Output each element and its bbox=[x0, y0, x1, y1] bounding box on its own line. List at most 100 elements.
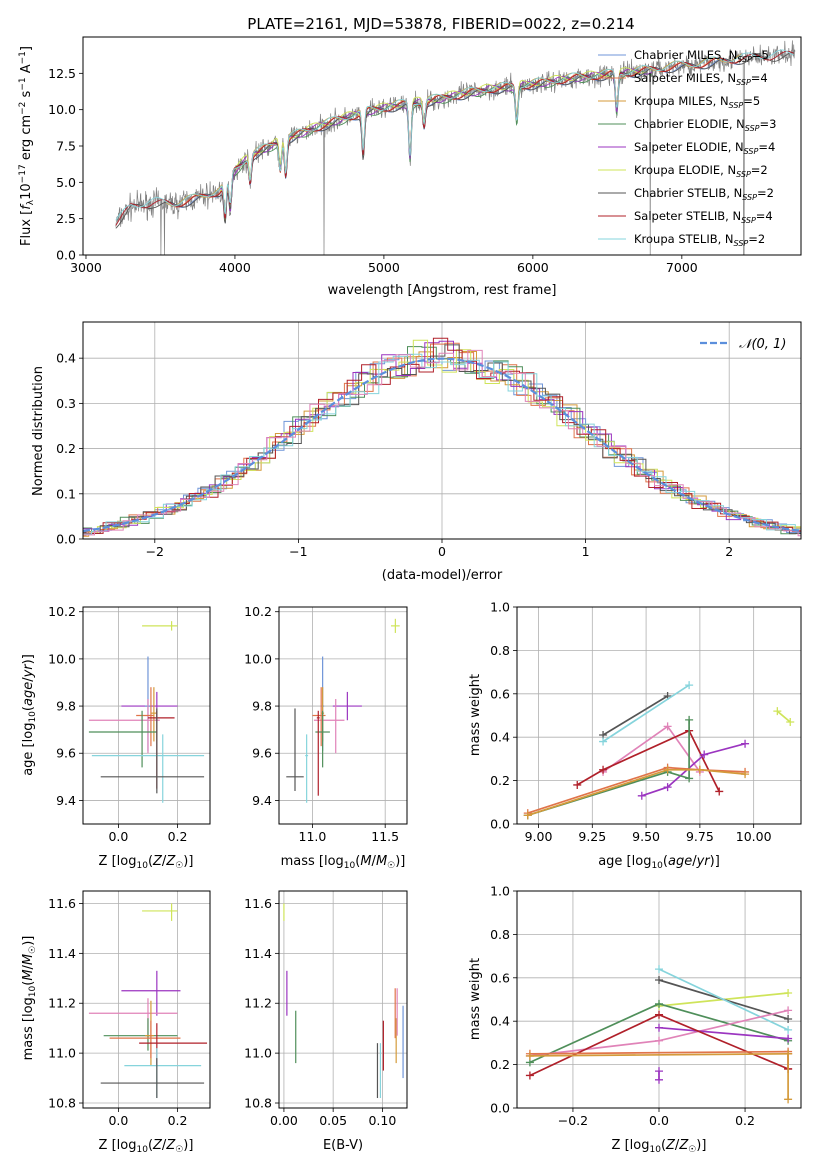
spectrum-xtick-label: 5000 bbox=[368, 260, 400, 275]
spectrum-legend-label: Kroupa MILES, NSSP=5 bbox=[634, 94, 760, 110]
age-vs-z-plot-area bbox=[83, 607, 210, 824]
age-vs-z-ylabel: age [log10(age/yr)] bbox=[21, 654, 38, 776]
spectrum-ytick-label: 0.0 bbox=[56, 248, 76, 263]
weight_vs_age-marker bbox=[599, 737, 608, 746]
age_vs_mass-xtick-label: 11.5 bbox=[371, 829, 399, 844]
spectrum-model-line bbox=[219, 66, 653, 222]
spectrum-ytick-label: 7.5 bbox=[56, 139, 76, 154]
residuals-xtick-label: −1 bbox=[289, 544, 307, 559]
residuals-ytick-label: 0.3 bbox=[56, 396, 76, 411]
residuals-plot-area bbox=[83, 322, 801, 540]
weight_vs_Z-series-line bbox=[529, 1050, 789, 1055]
weight_vs_Z-ytick-label: 0.6 bbox=[490, 970, 510, 985]
weight_vs_age-xtick-label: 9.50 bbox=[632, 829, 660, 844]
weight_vs_Z-marker bbox=[784, 988, 793, 997]
weight-vs-age-xlabel: age [log10(age/yr)] bbox=[598, 854, 720, 871]
mass_vs_Z-ytick-label: 11.0 bbox=[48, 1046, 76, 1061]
age_vs_mass-ytick-label: 9.4 bbox=[252, 793, 272, 808]
age_vs_Z-ytick-label: 10.0 bbox=[48, 651, 76, 666]
age_vs_Z-ytick-label: 9.8 bbox=[56, 699, 76, 714]
mass-vs-ebv-frame bbox=[278, 890, 408, 1109]
weight_vs_Z-marker bbox=[655, 975, 663, 984]
age-vs-z-xlabel: Z [log10(Z/Z☉)] bbox=[99, 854, 194, 871]
weight_vs_Z-marker bbox=[655, 999, 663, 1008]
residuals-legend: 𝒩(0, 1) bbox=[700, 337, 786, 352]
spectrum-legend-label: Chabrier ELODIE, NSSP=3 bbox=[634, 117, 776, 133]
mass_vs_ebv-xtick-label: 0.10 bbox=[368, 1113, 396, 1128]
mass_vs_ebv-ytick-label: 11.0 bbox=[244, 1046, 272, 1061]
spectrum-xlabel: wavelength [Angstrom, rest frame] bbox=[328, 283, 557, 298]
weight_vs_Z-ytick-label: 0.0 bbox=[490, 1101, 510, 1116]
spectrum-panel: 3000 4000 5000 6000 7000 0.0 2.5 5.0 7.5 10.0 12.5… bbox=[18, 36, 802, 298]
age_vs_Z-ytick-label: 9.4 bbox=[56, 793, 76, 808]
weight_vs_age-series-line bbox=[776, 710, 791, 723]
weight_vs_age-marker bbox=[663, 765, 672, 774]
spectrum-xtick-label: 3000 bbox=[70, 260, 102, 275]
residuals-xtick-label: 2 bbox=[725, 544, 733, 559]
age_vs_Z-errorbars bbox=[88, 621, 205, 803]
age_vs_mass-ytick-label: 10.0 bbox=[244, 651, 272, 666]
weight_vs_Z-marker bbox=[784, 1034, 793, 1043]
residual-histogram bbox=[83, 339, 801, 538]
spectrum-xtick-label: 6000 bbox=[517, 260, 549, 275]
weight_vs_age-marker bbox=[786, 718, 795, 727]
weight-vs-age-frame bbox=[516, 606, 802, 825]
residuals-ticks: −2 −1 0 1 2 0.0 0.1 0.2 0.3 0.4 bbox=[56, 351, 733, 559]
mass-vs-z-frame bbox=[82, 890, 211, 1109]
mass_vs_ebv-xtick-label: 0.05 bbox=[319, 1113, 347, 1128]
weight_vs_Z-xtick-label: 0.2 bbox=[735, 1113, 755, 1128]
spectrum-ytick-label: 2.5 bbox=[56, 211, 76, 226]
weight_vs_age-marker bbox=[741, 770, 750, 779]
mass-vs-z-panel: 0.0 0.2 10.8 11.0 11.2 11.4 11.6 Z [log10(Z/Z☉… bbox=[21, 890, 211, 1155]
age-vs-mass-frame bbox=[278, 606, 408, 825]
weight_vs_Z-marker bbox=[784, 1025, 793, 1034]
weight-vs-age-panel: 9.00 9.25 9.50 9.75 10.000.00.20.40.60.81.0 … bbox=[468, 600, 802, 871]
weight_vs_Z-ytick-label: 0.8 bbox=[490, 927, 510, 942]
weight-vs-z-plot-area bbox=[517, 890, 801, 1109]
weight_vs_age-marker bbox=[663, 783, 672, 792]
weight_vs_age-ytick-label: 1.0 bbox=[490, 600, 510, 615]
weight_vs_age-marker bbox=[599, 765, 608, 774]
age_vs_Z-ytick-label: 10.2 bbox=[48, 604, 76, 619]
spectrum-lines bbox=[115, 40, 796, 255]
age_vs_Z-ytick-label: 9.6 bbox=[56, 746, 76, 761]
spectrum-legend-label: Chabrier MILES, NSSP=5 bbox=[634, 48, 769, 64]
weight_vs_age-marker bbox=[663, 722, 672, 731]
age_vs_Z-xtick-label: 0.2 bbox=[168, 829, 188, 844]
weight-vs-age-plot-area bbox=[517, 606, 801, 825]
residuals-ytick-label: 0.2 bbox=[56, 441, 76, 456]
age-vs-mass-plot-area bbox=[279, 607, 407, 824]
age_vs_Z-xtick-label: 0.0 bbox=[108, 829, 128, 844]
weight-vs-age-ticks: 9.00 9.25 9.50 9.75 10.00 0.0 0.2 0.4 0.6 0.8 1.0 bbox=[490, 600, 771, 845]
spectrum-model-line bbox=[115, 49, 794, 221]
weight_vs_age-ytick-label: 0.8 bbox=[490, 643, 510, 658]
weight_vs_age-xtick-label: 9.00 bbox=[525, 829, 553, 844]
mass-vs-ebv-ticks: 0.00 0.05 0.10 10.8 11.0 11.2 11.4 11.6 bbox=[244, 896, 396, 1128]
residuals-xtick-label: 1 bbox=[582, 544, 590, 559]
weight_vs_Z-series-line bbox=[658, 1026, 789, 1040]
spectrum-xtick-label: 7000 bbox=[666, 260, 698, 275]
spectrum-ylabel: Flux [fλ10−17 erg cm−2 s−1 A−1] bbox=[18, 46, 36, 246]
age_vs_mass-grid bbox=[279, 607, 407, 824]
weight_vs_Z-marker bbox=[655, 1067, 663, 1076]
weight_vs_Z-marker bbox=[784, 1095, 793, 1104]
weight-vs-z-xlabel: Z [log10(Z/Z☉)] bbox=[612, 1138, 707, 1155]
mass_vs_ebv-errorbars bbox=[283, 903, 404, 1099]
weight_vs_Z-marker bbox=[784, 1006, 793, 1015]
residual-histogram bbox=[83, 353, 801, 535]
mass_vs_Z-grid bbox=[83, 891, 210, 1108]
weight_vs_Z-series-line bbox=[529, 1052, 789, 1057]
age_vs_mass-ytick-label: 9.6 bbox=[252, 746, 272, 761]
mass_vs_ebv-ytick-label: 10.8 bbox=[244, 1096, 272, 1111]
mass_vs_ebv-grid bbox=[279, 891, 407, 1108]
weight-vs-z-panel: −0.2 0.0 0.2 0.0 0.2 0.4 0.6 0.8 1.0 Z [log10(Z/… bbox=[468, 884, 802, 1155]
weight_vs_age-xtick-label: 10.00 bbox=[736, 829, 772, 844]
weight_vs_Z-xtick-label: 0.0 bbox=[649, 1113, 669, 1128]
weight_vs_age-marker bbox=[523, 811, 532, 820]
spectrum-plot-area bbox=[115, 40, 796, 255]
age-vs-mass-panel: 11.0 11.5 9.4 9.6 9.8 10.0 10.2 mass [log10(M/… bbox=[244, 604, 408, 871]
mass_vs_Z-xtick-label: 0.2 bbox=[168, 1113, 188, 1128]
spectrum-legend-label: Salpeter ELODIE, NSSP=4 bbox=[634, 140, 775, 156]
mass-vs-z-ylabel: mass [log10(M/M☉)] bbox=[21, 936, 38, 1061]
residuals-panel: −2 −1 0 1 2 0.0 0.1 0.2 0.3 0.4 𝒩(0, 1) (data-mod… bbox=[31, 321, 802, 583]
